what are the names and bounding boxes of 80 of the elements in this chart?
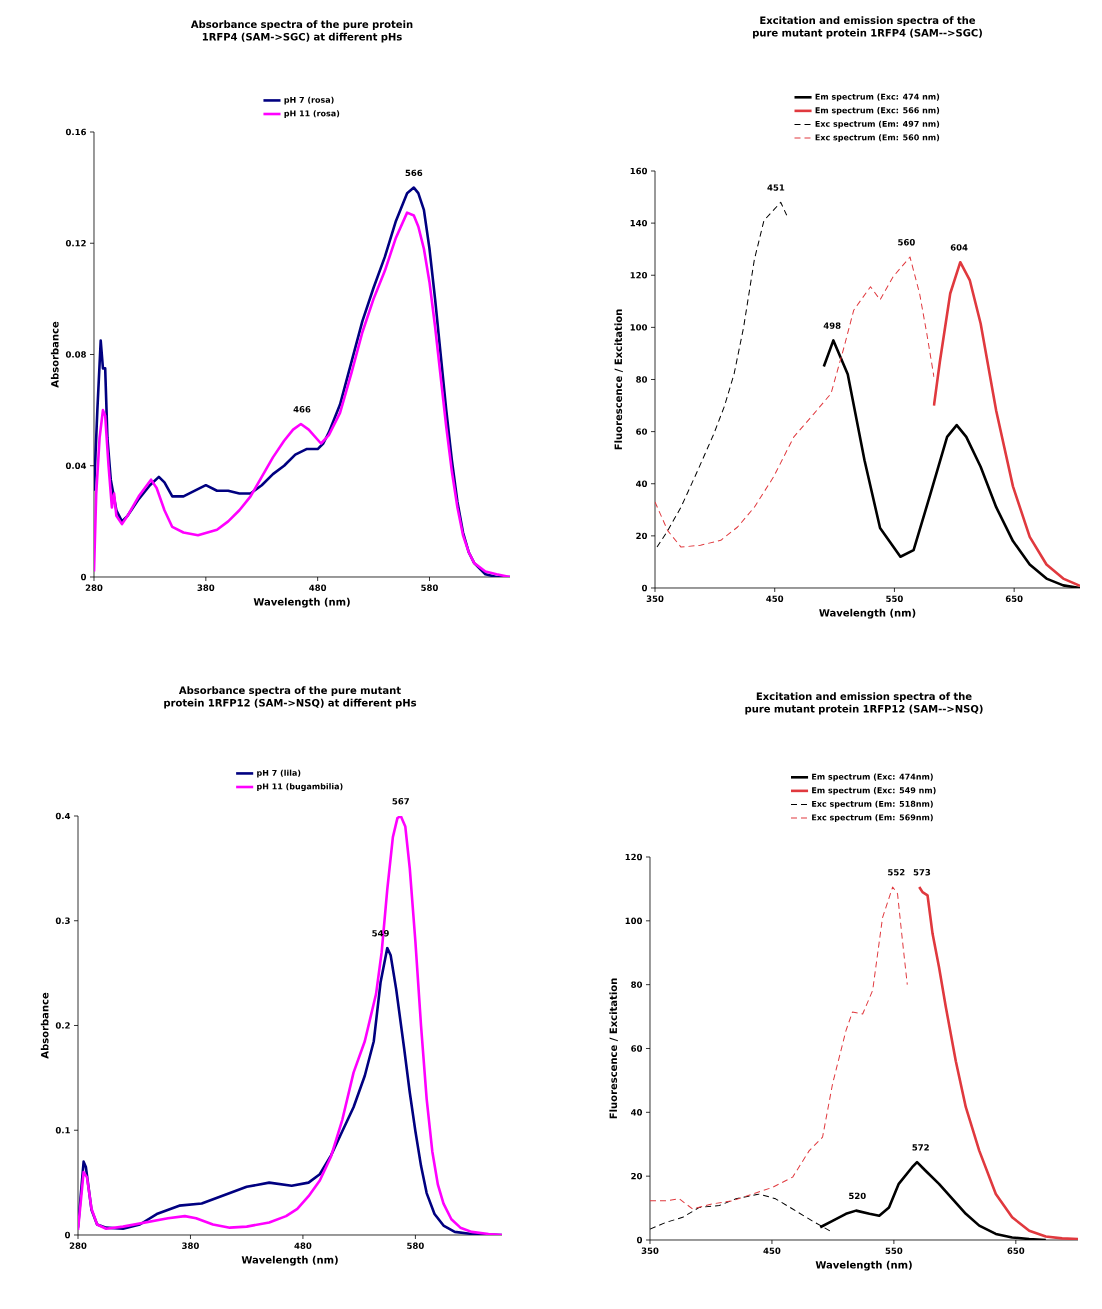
x-axis-title: Wavelength (nm)	[819, 608, 916, 619]
annotation: 566	[405, 169, 423, 177]
y-tick-label: 0.04	[65, 462, 87, 469]
annotation: 466	[293, 406, 311, 413]
x-tick-label: 380	[197, 584, 215, 591]
x-tick-label: 450	[766, 595, 784, 602]
legend-label: Em spectrum (Exc: 566 nm)	[815, 107, 940, 115]
legend-label: Exc spectrum (Em: 518nm)	[812, 800, 933, 809]
x-axis-title: Wavelength (nm)	[815, 1260, 912, 1271]
y-tick-label: 120	[630, 272, 648, 279]
y-tick-label: 80	[636, 376, 648, 383]
x-tick-label: 580	[421, 584, 438, 591]
y-tick-label: 0.2	[55, 1022, 70, 1029]
chart-title: Absorbance spectra of the pure protein 1RFP4 (SAM->SGC) at different pHs	[190, 20, 413, 43]
x-tick-label: 280	[69, 1242, 87, 1249]
x-tick-label: 280	[85, 584, 103, 591]
line-series	[650, 886, 908, 1210]
y-tick-label: 0	[636, 1236, 643, 1244]
legend-label: pH 11 (bugambilia)	[257, 783, 343, 792]
legend-label: pH 7 (rosa)	[284, 96, 334, 105]
x-tick-label: 550	[886, 595, 903, 602]
chart-title: Excitation and emission spectra of the pure mutant protein 1RFP4 (SAM-->SGC)	[753, 16, 982, 39]
line-series	[655, 256, 935, 548]
annotation: 451	[767, 184, 785, 191]
y-tick-label: 100	[625, 917, 643, 925]
legend-label: Em spectrum (Exc: 474nm)	[812, 773, 933, 782]
legend-label: Exc spectrum (Em: 569nm)	[812, 814, 933, 822]
x-tick-label: 350	[641, 1247, 659, 1254]
legend-label: Em spectrum (Exc: 474 nm)	[815, 93, 940, 102]
y-tick-label: 0.16	[65, 128, 87, 136]
y-tick-label: 20	[636, 532, 648, 540]
y-tick-label: 0.08	[65, 351, 86, 358]
x-axis-title: Wavelength (nm)	[241, 1255, 338, 1266]
y-tick-label: 40	[631, 1109, 643, 1116]
y-tick-label: 40	[636, 480, 648, 487]
y-tick-label: 0.1	[55, 1127, 70, 1134]
y-tick-label: 0	[80, 573, 87, 581]
y-tick-label: 120	[625, 853, 643, 861]
x-tick-label: 350	[646, 595, 664, 602]
annotation: 567	[392, 798, 409, 805]
annotation: 604	[950, 244, 968, 251]
legend-label: Exc spectrum (Em: 497 nm)	[815, 120, 940, 129]
y-axis-title: Absorbance	[50, 321, 59, 388]
legend-label: Em spectrum (Exc: 549 nm)	[812, 787, 936, 795]
annotation: 520	[849, 1192, 866, 1200]
y-tick-label: 0	[64, 1231, 71, 1239]
chart-title: Absorbance spectra of the pure mutant protein 1RFP12 (SAM->NSQ) at different pHs	[164, 686, 417, 709]
annotation: 560	[898, 239, 915, 246]
x-tick-label: 380	[182, 1242, 199, 1249]
x-tick-label: 650	[1005, 595, 1023, 602]
y-tick-label: 160	[630, 167, 648, 175]
y-axis-title: Fluorescence / Excitation	[609, 978, 618, 1119]
legend-label: pH 11 (rosa)	[284, 110, 340, 118]
x-tick-label: 480	[309, 584, 327, 591]
y-tick-label: 140	[630, 219, 648, 227]
legend-label: pH 7 (lila)	[257, 769, 301, 778]
y-tick-label: 0.12	[65, 240, 86, 247]
y-tick-label: 0.3	[55, 917, 70, 924]
x-tick-label: 450	[763, 1247, 781, 1254]
line-series	[932, 260, 1080, 588]
y-tick-label: 100	[630, 324, 648, 331]
y-axis-title: Fluorescence / Excitation	[614, 309, 623, 450]
y-axis-title: Absorbance	[40, 992, 49, 1059]
y-tick-label: 20	[631, 1172, 643, 1180]
legend-label: Exc spectrum (Em: 560 nm)	[815, 134, 940, 142]
x-tick-label: 480	[294, 1242, 312, 1249]
y-tick-label: 0.4	[55, 812, 71, 820]
y-tick-label: 60	[636, 428, 648, 435]
annotation: 573	[913, 869, 931, 876]
y-tick-label: 0	[641, 584, 648, 592]
x-axis-title: Wavelength (nm)	[253, 597, 350, 608]
chart-title: Excitation and emission spectra of the pure mutant protein 1RFP12 (SAM-->NSQ)	[745, 692, 983, 715]
x-tick-label: 650	[1007, 1247, 1025, 1254]
x-tick-label: 580	[407, 1242, 424, 1249]
y-tick-label: 80	[631, 981, 643, 988]
y-tick-label: 60	[631, 1045, 643, 1052]
x-tick-label: 550	[885, 1247, 903, 1254]
annotation: 498	[823, 322, 841, 329]
annotation: 552	[888, 869, 905, 876]
annotation: 572	[912, 1144, 929, 1151]
